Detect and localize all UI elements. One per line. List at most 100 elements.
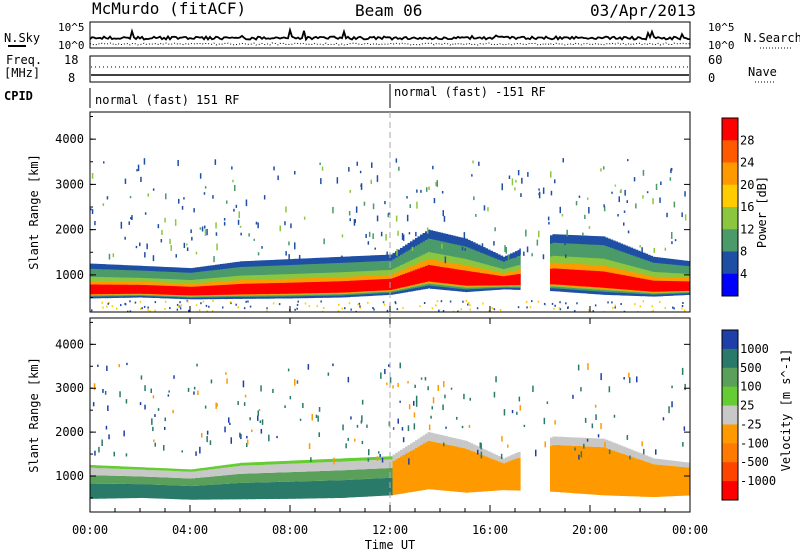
velocity-echo-cell — [167, 485, 171, 499]
noise-tick-left-top: 10^5 — [58, 21, 85, 34]
power-speckle-point — [514, 255, 516, 259]
power-speckle-point — [183, 242, 186, 248]
velocity-echo-cell — [145, 469, 149, 477]
power-ground-speckle — [243, 307, 246, 310]
velocity-echo-cell — [92, 483, 96, 499]
power-echo-cell — [355, 280, 359, 292]
velocity-speckle-point — [604, 442, 606, 448]
velocity-speckle-point — [424, 377, 427, 381]
velocity-echo-cell — [242, 482, 246, 500]
velocity-echo-cell — [205, 467, 209, 471]
power-speckle-point — [603, 204, 605, 208]
noise-tick-right-top: 10^5 — [708, 21, 735, 34]
power-speckle-point — [561, 214, 564, 217]
velocity-echo-cell — [112, 475, 116, 484]
velocity-speckle-point — [495, 376, 497, 383]
velocity-echo-cell — [92, 475, 96, 484]
velocity-echo-cell — [567, 437, 571, 446]
power-ground-speckle — [116, 307, 118, 310]
power-speckle-point — [214, 159, 217, 165]
velocity-echo-cell — [257, 473, 261, 483]
power-speckle-point — [199, 227, 202, 230]
power-speckle-point — [386, 251, 388, 256]
velocity-echo-cell — [185, 469, 189, 472]
power-colorbar-tick: 24 — [740, 156, 754, 170]
velocity-speckle-point — [535, 449, 537, 457]
velocity-echo-cell — [277, 464, 281, 473]
power-speckle-point — [531, 253, 533, 257]
power-echo-cell — [352, 280, 356, 292]
power-echo-cell — [432, 265, 436, 282]
velocity-echo-cell — [190, 471, 194, 479]
power-speckle-point — [374, 247, 376, 250]
power-ground-speckle — [308, 305, 311, 308]
velocity-echo-cell — [387, 468, 391, 478]
power-speckle-point — [519, 248, 521, 255]
velocity-echo-cell — [682, 462, 686, 468]
velocity-echo-cell — [347, 458, 351, 462]
velocity-echo-cell — [327, 470, 331, 481]
power-ground-speckle — [164, 300, 167, 303]
velocity-echo-cell — [462, 440, 466, 449]
velocity-echo-cell — [295, 471, 299, 482]
velocity-echo-cell — [192, 478, 196, 486]
velocity-echo-cell — [317, 459, 321, 463]
velocity-echo-cell — [250, 482, 254, 500]
power-echo-cell — [185, 286, 189, 296]
velocity-speckle-point — [361, 399, 364, 405]
power-ground-speckle — [323, 307, 325, 309]
velocity-echo-cell — [637, 459, 641, 497]
velocity-speckle-point — [152, 395, 155, 399]
velocity-echo-cell — [302, 460, 306, 464]
velocity-speckle-point — [608, 449, 611, 455]
velocity-echo-cell — [305, 481, 309, 499]
velocity-echo-cell — [550, 445, 554, 492]
power-echo-cell — [305, 282, 309, 294]
power-ground-speckle — [386, 309, 389, 312]
power-ground-speckle — [139, 300, 142, 303]
velocity-echo-cell — [142, 467, 146, 470]
velocity-echo-cell — [195, 478, 199, 486]
velocity-echo-cell — [140, 476, 144, 485]
velocity-speckle-point — [500, 453, 503, 459]
power-ground-speckle — [607, 301, 609, 304]
power-speckle-point — [618, 196, 620, 203]
power-echo-cell — [132, 284, 136, 294]
velocity-speckle-point — [246, 439, 249, 445]
velocity-echo-cell — [382, 459, 386, 469]
velocity-echo-cell — [507, 456, 511, 462]
velocity-echo-cell — [687, 467, 690, 496]
velocity-echo-cell — [362, 469, 366, 480]
velocity-echo-cell — [170, 468, 174, 471]
power-ground-speckle — [195, 304, 198, 307]
velocity-echo-cell — [425, 433, 429, 443]
velocity-speckle-point — [246, 435, 248, 439]
power-speckle-point — [146, 243, 148, 250]
power-echo-cell — [455, 269, 459, 285]
power-speckle-point — [428, 186, 430, 190]
velocity-speckle-point — [574, 447, 576, 451]
velocity-echo-cell — [350, 469, 354, 480]
velocity-echo-cell — [292, 481, 296, 499]
power-echo-cell — [385, 279, 389, 291]
velocity-echo-cell — [120, 468, 124, 476]
velocity-speckle-point — [105, 425, 108, 430]
velocity-speckle-point — [216, 403, 218, 407]
velocity-echo-cell — [202, 477, 206, 486]
power-echo-cell — [462, 270, 466, 286]
velocity-speckle-point — [242, 380, 245, 388]
power-speckle-point — [515, 179, 517, 183]
power-echo-cell — [397, 275, 401, 289]
velocity-echo-cell — [265, 472, 269, 483]
velocity-echo-cell — [202, 467, 206, 471]
power-speckle-point — [426, 227, 429, 234]
velocity-echo-cell — [335, 470, 339, 481]
velocity-speckle-point — [302, 403, 304, 408]
velocity-echo-cell — [317, 462, 321, 472]
y-tick-label: 3000 — [55, 381, 84, 395]
power-echo-cell — [402, 274, 406, 288]
velocity-echo-cell — [322, 470, 326, 481]
velocity-echo-cell — [297, 460, 301, 464]
velocity-echo-cell — [310, 462, 314, 472]
power-echo-cell — [322, 281, 326, 293]
